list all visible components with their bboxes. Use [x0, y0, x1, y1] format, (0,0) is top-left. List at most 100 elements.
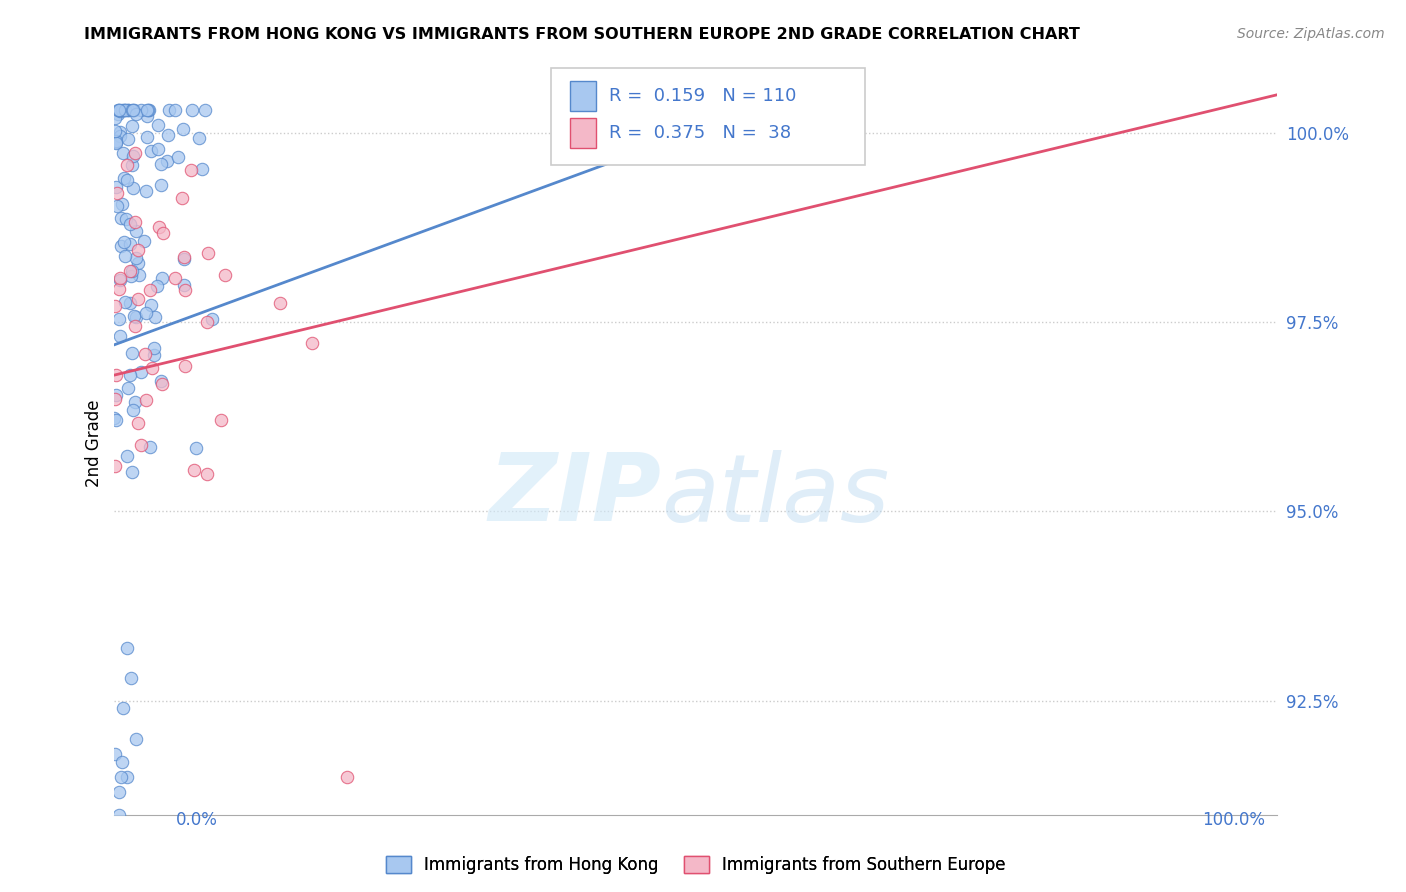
Point: [136, 129, 159, 144]
Point: [124, 395, 146, 409]
Point: [201, 312, 224, 326]
Point: [157, 103, 180, 117]
Y-axis label: 2nd Grade: 2nd Grade: [86, 400, 103, 487]
Point: [181, 103, 204, 117]
Point: [135, 184, 157, 198]
Point: [134, 347, 156, 361]
Point: [115, 640, 138, 655]
Point: [125, 310, 148, 325]
Point: [156, 154, 179, 169]
Point: [135, 109, 157, 123]
Point: [108, 271, 131, 285]
Point: [114, 294, 136, 309]
Point: [108, 282, 131, 296]
Text: ZIP: ZIP: [488, 450, 661, 541]
Point: [143, 310, 166, 325]
Point: [104, 392, 127, 406]
FancyBboxPatch shape: [571, 118, 596, 148]
Point: [127, 256, 149, 270]
Point: [121, 119, 143, 133]
Point: [125, 224, 148, 238]
Point: [149, 375, 172, 389]
Point: [118, 217, 141, 231]
Point: [112, 235, 135, 249]
Point: [111, 701, 134, 715]
Point: [111, 197, 134, 211]
Point: [194, 103, 217, 117]
Point: [173, 283, 195, 297]
Point: [114, 211, 136, 226]
Point: [122, 309, 145, 323]
Point: [209, 413, 232, 427]
Point: [148, 142, 170, 156]
Text: IMMIGRANTS FROM HONG KONG VS IMMIGRANTS FROM SOUTHERN EUROPE 2ND GRADE CORRELATI: IMMIGRANTS FROM HONG KONG VS IMMIGRANTS …: [84, 27, 1080, 42]
Text: R =  0.375   N =  38: R = 0.375 N = 38: [609, 124, 790, 142]
Point: [104, 136, 127, 150]
Point: [152, 376, 174, 391]
Point: [269, 295, 291, 310]
Point: [104, 124, 127, 138]
Point: [142, 348, 165, 362]
Point: [139, 440, 162, 454]
Point: [121, 158, 143, 172]
Point: [146, 278, 169, 293]
Point: [336, 770, 359, 784]
Point: [129, 365, 152, 379]
Point: [110, 239, 132, 253]
Text: 100.0%: 100.0%: [1202, 811, 1265, 829]
Point: [125, 251, 148, 265]
Point: [108, 273, 131, 287]
Point: [187, 131, 209, 145]
Point: [112, 103, 135, 117]
Point: [105, 135, 128, 149]
Point: [117, 132, 139, 146]
Legend: Immigrants from Hong Kong, Immigrants from Southern Europe: Immigrants from Hong Kong, Immigrants fr…: [380, 849, 1012, 880]
Point: [156, 128, 179, 142]
Point: [122, 103, 145, 117]
Point: [197, 245, 219, 260]
Point: [172, 122, 194, 136]
Point: [163, 103, 186, 117]
Point: [104, 112, 127, 126]
Point: [117, 381, 139, 395]
Point: [142, 341, 165, 355]
Point: [163, 271, 186, 285]
Point: [110, 770, 132, 784]
Point: [138, 284, 160, 298]
Point: [103, 410, 125, 425]
Point: [136, 103, 159, 117]
Point: [104, 299, 127, 313]
Point: [167, 150, 190, 164]
FancyBboxPatch shape: [551, 69, 865, 165]
Point: [105, 135, 128, 149]
Point: [115, 770, 138, 784]
Point: [150, 271, 173, 285]
Text: 0.0%: 0.0%: [176, 811, 218, 829]
Point: [112, 146, 135, 161]
Point: [195, 316, 218, 330]
Point: [149, 156, 172, 170]
Point: [110, 211, 132, 225]
Point: [173, 278, 195, 293]
Point: [139, 297, 162, 311]
Point: [107, 106, 129, 120]
Point: [114, 103, 136, 117]
Point: [107, 103, 129, 117]
Point: [108, 785, 131, 799]
Point: [107, 807, 129, 822]
Point: [104, 458, 127, 473]
Point: [184, 441, 207, 455]
Point: [107, 103, 129, 117]
Point: [129, 437, 152, 451]
Point: [214, 268, 236, 282]
Point: [173, 252, 195, 267]
Point: [146, 118, 169, 132]
Point: [132, 234, 155, 248]
Point: [173, 359, 195, 373]
Point: [152, 227, 174, 241]
Point: [190, 162, 212, 177]
Point: [118, 295, 141, 310]
Point: [121, 103, 143, 117]
Point: [141, 145, 163, 159]
Point: [124, 215, 146, 229]
